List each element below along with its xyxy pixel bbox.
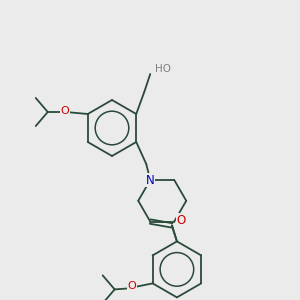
Text: O: O xyxy=(60,106,69,116)
Text: O: O xyxy=(127,281,136,291)
Text: N: N xyxy=(146,173,154,187)
Text: O: O xyxy=(176,214,185,227)
Text: HO: HO xyxy=(155,64,171,74)
